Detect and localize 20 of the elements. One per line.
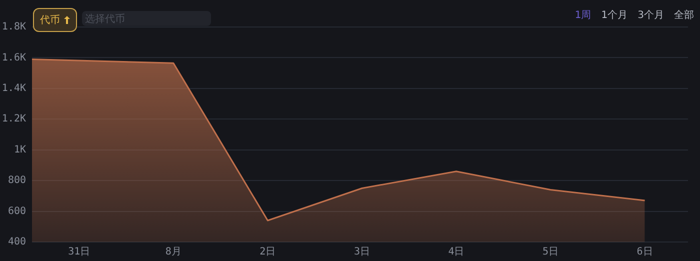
y-tick-label: 600 — [8, 206, 26, 217]
x-tick-label: 8月 — [165, 246, 182, 258]
y-tick-label: 1K — [14, 144, 26, 156]
y-tick-label: 1.8K — [2, 22, 26, 33]
y-tick-label: 1.2K — [2, 114, 26, 125]
x-tick-label: 3日 — [354, 246, 370, 258]
x-tick-label: 4日 — [448, 246, 464, 258]
text: 1周 — [574, 10, 592, 21]
text: 1个月 — [601, 10, 628, 21]
y-tick-label: 400 — [8, 236, 26, 248]
y-tick-label: 1.6K — [2, 52, 26, 64]
text: 代币 — [40, 14, 60, 27]
x-tick-label: 6日 — [636, 246, 653, 258]
y-tick-label: 800 — [8, 175, 26, 186]
x-tick-label: 31日 — [68, 246, 90, 258]
text: 全部 — [674, 10, 694, 21]
x-tick-label: 5日 — [542, 246, 559, 258]
x-tick-label: 2日 — [260, 246, 276, 258]
y-tick-label: 1.4K — [2, 83, 26, 94]
text: 3个月 — [638, 10, 664, 21]
